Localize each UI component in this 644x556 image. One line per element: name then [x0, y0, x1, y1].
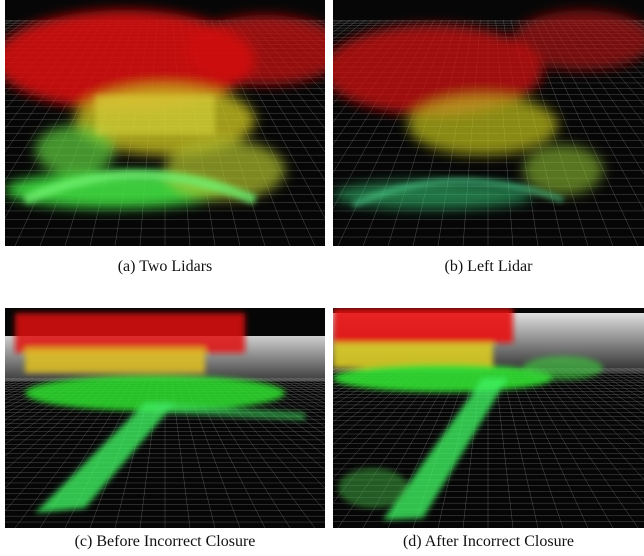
image-left-lidar	[333, 0, 644, 246]
caption: (b) Left Lidar	[333, 258, 644, 276]
caption: (a) Two Lidars	[5, 258, 325, 276]
caption: (d) After Incorrect Closure	[333, 533, 644, 551]
image-two-lidars	[5, 0, 325, 246]
image-after-closure	[333, 308, 644, 528]
figure: (a) Two Lidars (b) Left Lidar (c) Before…	[0, 0, 644, 556]
caption: (c) Before Incorrect Closure	[5, 533, 325, 551]
image-before-closure	[5, 308, 325, 528]
